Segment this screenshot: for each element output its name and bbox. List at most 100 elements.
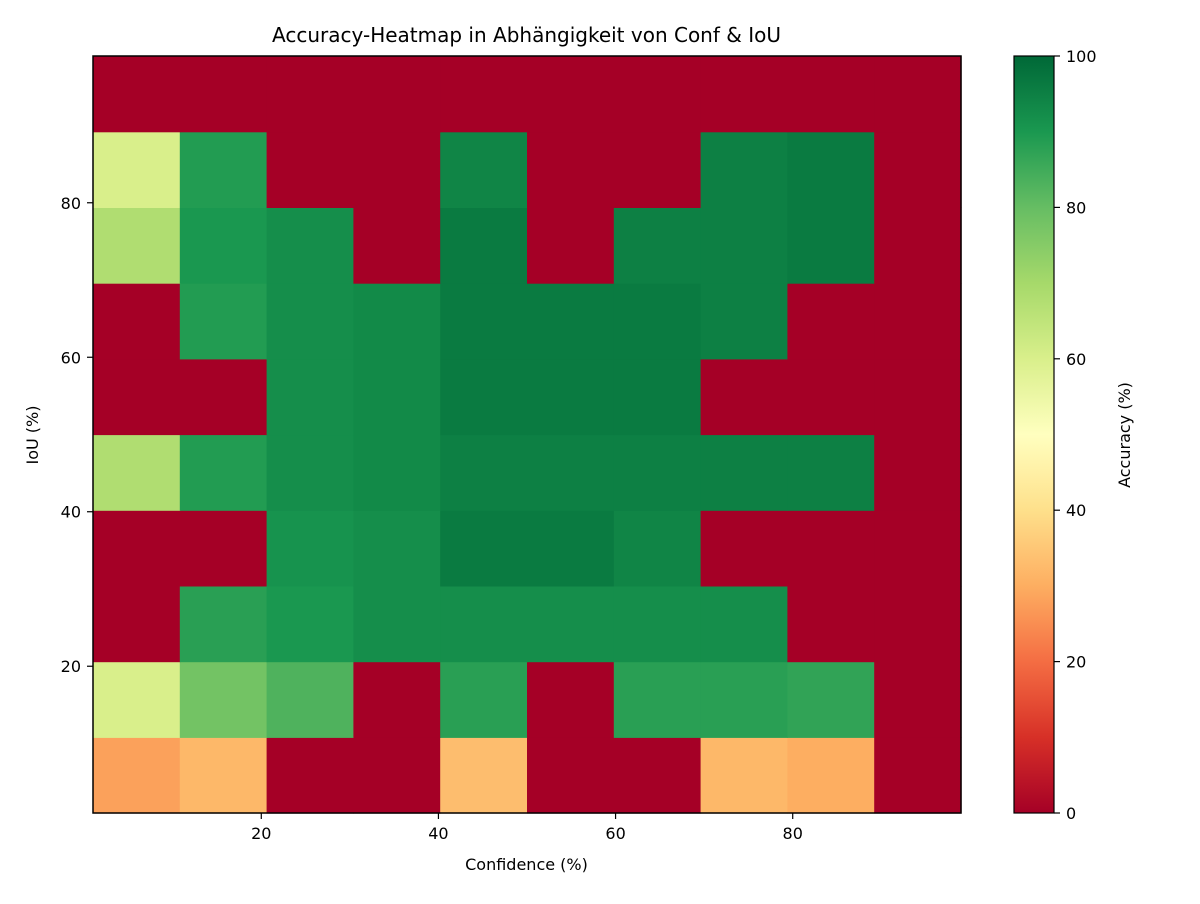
colorbar-tick-label: 100 <box>1066 47 1097 66</box>
heatmap-cell <box>527 283 615 360</box>
heatmap-cell <box>266 434 354 511</box>
y-tick-label: 80 <box>61 194 81 213</box>
colorbar-tick-label: 80 <box>1066 198 1086 217</box>
heatmap-cell <box>613 510 702 587</box>
y-tick-label: 60 <box>61 348 81 367</box>
heatmap-cell <box>353 585 441 663</box>
x-tick-label: 40 <box>428 824 448 843</box>
heatmap-cell <box>613 283 702 360</box>
heatmap-cell <box>353 510 441 587</box>
heatmap-cell <box>353 661 441 738</box>
heatmap-cell <box>266 283 354 360</box>
heatmap-cell <box>353 131 441 208</box>
heatmap-cell <box>700 207 788 284</box>
heatmap-cell <box>613 207 702 284</box>
heatmap-cell <box>440 283 528 360</box>
heatmap-cell <box>527 737 615 814</box>
heatmap-cell <box>353 56 441 133</box>
heatmap-cell <box>179 358 268 436</box>
heatmap-cell <box>440 661 528 738</box>
heatmap-cell <box>613 737 702 814</box>
heatmap-cell <box>613 661 702 738</box>
heatmap-cell <box>353 434 441 511</box>
heatmap-cell <box>440 131 528 208</box>
heatmap-cell <box>787 661 875 738</box>
heatmap-cell <box>527 661 615 738</box>
heatmap-cell <box>93 131 181 208</box>
heatmap-cell <box>527 207 615 284</box>
heatmap-cell <box>440 207 528 284</box>
heatmap-cell <box>266 510 354 587</box>
heatmap-cell <box>266 358 354 436</box>
heatmap-cell <box>527 358 615 436</box>
heatmap-cell <box>179 661 268 738</box>
heatmap-cell <box>874 661 962 738</box>
heatmap-cell <box>440 56 528 133</box>
heatmap-cell <box>700 585 788 663</box>
colorbar-tick-label: 40 <box>1066 501 1086 520</box>
x-tick-label: 60 <box>605 824 625 843</box>
heatmap-cell <box>700 661 788 738</box>
y-axis-title: IoU (%) <box>23 406 42 465</box>
heatmap-cell <box>787 207 875 284</box>
heatmap-cell <box>787 283 875 360</box>
heatmap-cell <box>613 434 702 511</box>
heatmap-cell <box>613 585 702 663</box>
heatmap-cell <box>266 661 354 738</box>
y-tick-label: 20 <box>61 657 81 676</box>
x-axis-title: Confidence (%) <box>465 855 588 874</box>
heatmap-cell <box>93 661 181 738</box>
heatmap-cell <box>440 510 528 587</box>
heatmap-cell <box>266 207 354 284</box>
heatmap-cell <box>874 585 962 663</box>
heatmap-cell <box>93 510 181 587</box>
heatmap-cell <box>266 131 354 208</box>
heatmap-cell <box>700 737 788 814</box>
heatmap-cell <box>787 358 875 436</box>
heatmap-cell <box>700 283 788 360</box>
colorbar <box>1013 55 1055 814</box>
x-axis: 20 40 60 80 <box>251 813 803 843</box>
heatmap-cell <box>179 283 268 360</box>
heatmap-cell <box>440 358 528 436</box>
heatmap-cell <box>266 737 354 814</box>
x-tick-label: 20 <box>251 824 271 843</box>
heatmap-cell <box>440 434 528 511</box>
colorbar-tick-label: 0 <box>1066 804 1076 823</box>
heatmap-cell <box>266 56 354 133</box>
heatmap-cell <box>874 131 962 208</box>
heatmap-cell <box>527 510 615 587</box>
heatmap-cell <box>93 434 181 511</box>
heatmap-cell <box>353 358 441 436</box>
heatmap-cell <box>179 737 268 814</box>
colorbar-tick-label: 60 <box>1066 350 1086 369</box>
heatmap-cell <box>787 510 875 587</box>
heatmap-cell <box>700 131 788 208</box>
heatmap-cell <box>179 510 268 587</box>
heatmap-cells <box>93 56 962 814</box>
heatmap-cell <box>613 358 702 436</box>
heatmap-cell <box>179 585 268 663</box>
heatmap-cell <box>700 510 788 587</box>
heatmap-cell <box>440 737 528 814</box>
heatmap-cell <box>787 737 875 814</box>
colorbar-tick-label: 20 <box>1066 653 1086 672</box>
y-tick-label: 40 <box>61 503 81 522</box>
heatmap-cell <box>787 585 875 663</box>
heatmap-cell <box>527 585 615 663</box>
plot-frame <box>92 55 962 814</box>
heatmap-cell <box>787 434 875 511</box>
heatmap-cell <box>353 207 441 284</box>
colorbar-title: Accuracy (%) <box>1115 382 1134 488</box>
heatmap-cell <box>93 585 181 663</box>
heatmap-cell <box>527 56 615 133</box>
heatmap-cell <box>874 510 962 587</box>
heatmap-cell <box>700 434 788 511</box>
heatmap-cell <box>353 737 441 814</box>
heatmap-cell <box>787 56 875 133</box>
heatmap-cell <box>527 434 615 511</box>
y-axis: 20 40 60 80 <box>61 194 93 676</box>
heatmap-cell <box>874 358 962 436</box>
chart-title: Accuracy-Heatmap in Abhängigkeit von Con… <box>272 23 781 47</box>
